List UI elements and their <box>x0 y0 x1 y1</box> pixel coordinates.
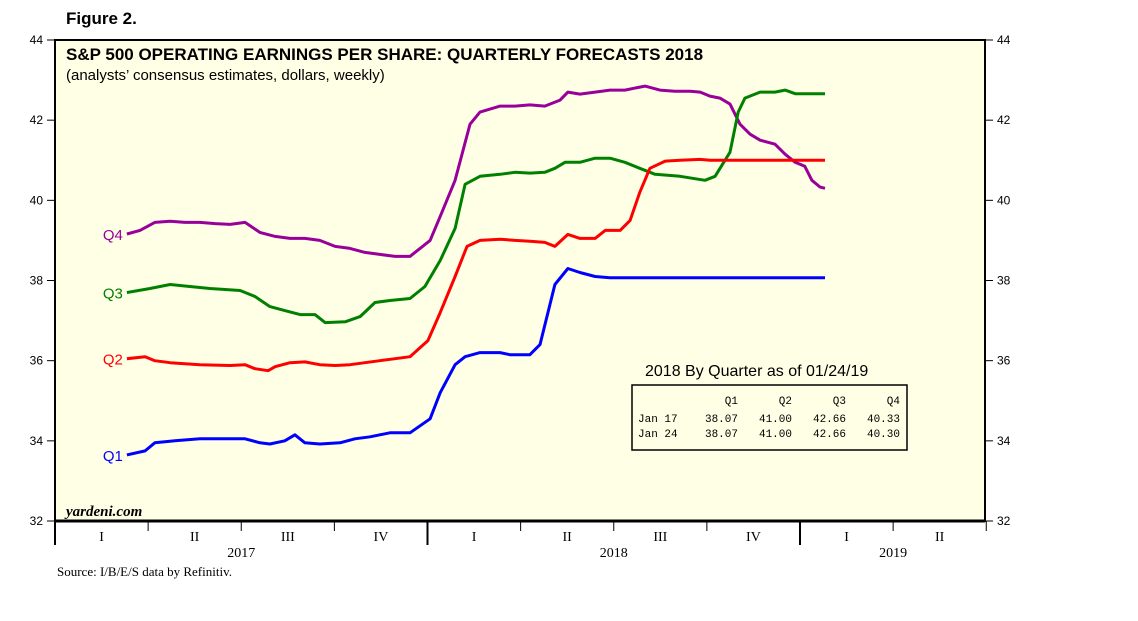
series-label-q4: Q4 <box>103 227 123 244</box>
series-label-q2: Q2 <box>103 352 123 369</box>
series-line-q2 <box>126 157 825 373</box>
x-quarter-label: I <box>99 530 104 545</box>
series-line-q4 <box>126 84 826 258</box>
y-tick-label-right: 34 <box>997 434 1011 448</box>
x-quarter-label: IV <box>374 530 389 545</box>
y-tick-label-left: 32 <box>30 514 44 528</box>
x-quarter-label: II <box>935 530 945 545</box>
table-cell: 38.07 <box>705 429 738 441</box>
y-tick-label-right: 36 <box>997 354 1011 368</box>
y-tick-label-left: 40 <box>30 193 44 207</box>
table-cell: 41.00 <box>759 429 792 441</box>
series-line-q1 <box>126 267 825 457</box>
y-tick-label-right: 38 <box>997 274 1011 288</box>
series-label-q3: Q3 <box>103 286 123 303</box>
x-quarter-label: I <box>844 530 849 545</box>
chart-subtitle: (analysts’ consensus estimates, dollars,… <box>66 67 385 84</box>
table-cell: 41.00 <box>759 414 792 426</box>
table-cell: Jan 17 <box>638 414 678 426</box>
series-label-q1: Q1 <box>103 448 123 465</box>
x-year-label: 2018 <box>600 546 628 561</box>
table-cell: 42.66 <box>813 429 846 441</box>
table-header: Q1 <box>725 396 739 408</box>
y-tick-label-right: 40 <box>997 193 1011 207</box>
y-tick-label-left: 38 <box>30 274 44 288</box>
y-tick-label-right: 42 <box>997 113 1011 127</box>
table-cell: Jan 24 <box>638 429 678 441</box>
y-tick-label-left: 44 <box>30 33 44 47</box>
x-quarter-label: IV <box>746 530 761 545</box>
table-title: 2018 By Quarter as of 01/24/19 <box>645 363 868 380</box>
y-tick-label-left: 36 <box>30 354 44 368</box>
x-quarter-label: III <box>281 530 295 545</box>
chart-title: S&P 500 OPERATING EARNINGS PER SHARE: QU… <box>66 45 703 64</box>
table-cell: 38.07 <box>705 414 738 426</box>
x-quarter-label: II <box>563 530 573 545</box>
source-note: Source: I/B/E/S data by Refinitiv. <box>57 564 232 579</box>
table-cell: 40.33 <box>867 414 900 426</box>
x-quarter-label: II <box>190 530 200 545</box>
table-header: Q3 <box>833 396 846 408</box>
watermark: yardeni.com <box>64 504 142 520</box>
x-year-label: 2019 <box>879 546 907 561</box>
plot-area <box>54 39 986 522</box>
y-tick-label-left: 42 <box>30 113 44 127</box>
table-header: Q2 <box>779 396 792 408</box>
y-tick-label-left: 34 <box>30 434 44 448</box>
x-quarter-label: III <box>653 530 667 545</box>
table-cell: 40.30 <box>867 429 900 441</box>
table-cell: 42.66 <box>813 414 846 426</box>
table-header: Q4 <box>887 396 901 408</box>
x-quarter-label: I <box>472 530 477 545</box>
y-tick-label-right: 32 <box>997 514 1011 528</box>
y-tick-label-right: 44 <box>997 33 1011 47</box>
x-year-label: 2017 <box>227 546 255 561</box>
figure-label: Figure 2. <box>66 9 137 28</box>
table-box <box>631 384 908 451</box>
